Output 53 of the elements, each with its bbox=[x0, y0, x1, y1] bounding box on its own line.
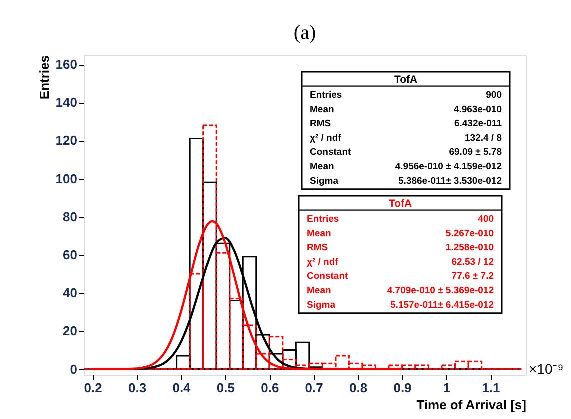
annotation: Mean bbox=[307, 228, 332, 240]
annotation: Mean bbox=[310, 161, 334, 172]
annotation: RMS bbox=[307, 242, 328, 254]
annotation: 132.4 / 8 bbox=[465, 132, 502, 144]
annotation: Sigma bbox=[307, 300, 336, 311]
annotation: Constant bbox=[310, 147, 352, 158]
y-axis-title: Entries bbox=[36, 56, 52, 100]
y-tick-label: 160 bbox=[56, 57, 78, 72]
annotation: 62.53 / 12 bbox=[452, 256, 494, 268]
annotation: Mean bbox=[307, 285, 332, 296]
annotation: 1.258e-010 bbox=[446, 242, 494, 254]
annotation: Mean bbox=[310, 104, 334, 116]
x-tick-label: 0.5 bbox=[216, 380, 235, 396]
x-tick-label: 1.1 bbox=[482, 380, 500, 396]
x-tick-label: 1 bbox=[443, 380, 451, 396]
chart-title: (a) bbox=[294, 22, 316, 44]
y-tick-label: 40 bbox=[63, 286, 78, 301]
y-tick-label: 100 bbox=[56, 171, 78, 186]
x-tick-label: 0.8 bbox=[350, 380, 368, 396]
annotation: 77.6 ± 7.2 bbox=[452, 271, 494, 282]
y-tick-label: 120 bbox=[56, 133, 78, 148]
annotation: 69.09 ± 5.78 bbox=[449, 147, 502, 158]
x-tick-label: 0.4 bbox=[172, 380, 192, 396]
annotation: 5.267e-010 bbox=[446, 228, 494, 240]
y-tick-label: 80 bbox=[63, 209, 78, 224]
annotation: Entries bbox=[307, 214, 340, 225]
annotation: TofA bbox=[388, 198, 412, 210]
x-tick-label: 0.6 bbox=[261, 380, 280, 396]
annotation: RMS bbox=[310, 118, 332, 130]
x-tick-label: 0.7 bbox=[305, 380, 324, 396]
annotation: Sigma bbox=[310, 176, 340, 187]
y-tick-label: 20 bbox=[63, 324, 78, 339]
annotation: 900 bbox=[486, 90, 502, 101]
x-tick-label: 0.9 bbox=[394, 380, 412, 396]
y-tick-label: 140 bbox=[56, 95, 78, 110]
annotation: 400 bbox=[478, 214, 494, 225]
x-axis-title: Time of Arrival [s] bbox=[416, 398, 526, 412]
annotation: TofA bbox=[394, 74, 418, 86]
annotation: 4.956e-010 ± 4.159e-012 bbox=[395, 161, 502, 172]
annotation: χ² / ndf bbox=[307, 256, 340, 268]
annotation: χ² / ndf bbox=[310, 132, 342, 144]
y-tick-label: 60 bbox=[63, 248, 78, 262]
annotation: 6.432e-011 bbox=[454, 118, 503, 130]
text: ×10⁻⁹ bbox=[529, 361, 564, 377]
annotation: Entries bbox=[310, 90, 342, 101]
annotation: 5.386e-011± 3.530e-012 bbox=[398, 176, 502, 187]
annotation: 4.963e-010 bbox=[454, 104, 502, 116]
annotation: 5.157e-011± 6.415e-012 bbox=[390, 300, 494, 311]
x-tick-label: 0.3 bbox=[128, 380, 147, 396]
x-tick-label: 0.2 bbox=[84, 380, 102, 396]
y-tick-label: 0 bbox=[70, 362, 78, 377]
annotation: Constant bbox=[307, 271, 349, 282]
annotation: 4.709e-010 ± 5.369e-012 bbox=[387, 285, 494, 296]
